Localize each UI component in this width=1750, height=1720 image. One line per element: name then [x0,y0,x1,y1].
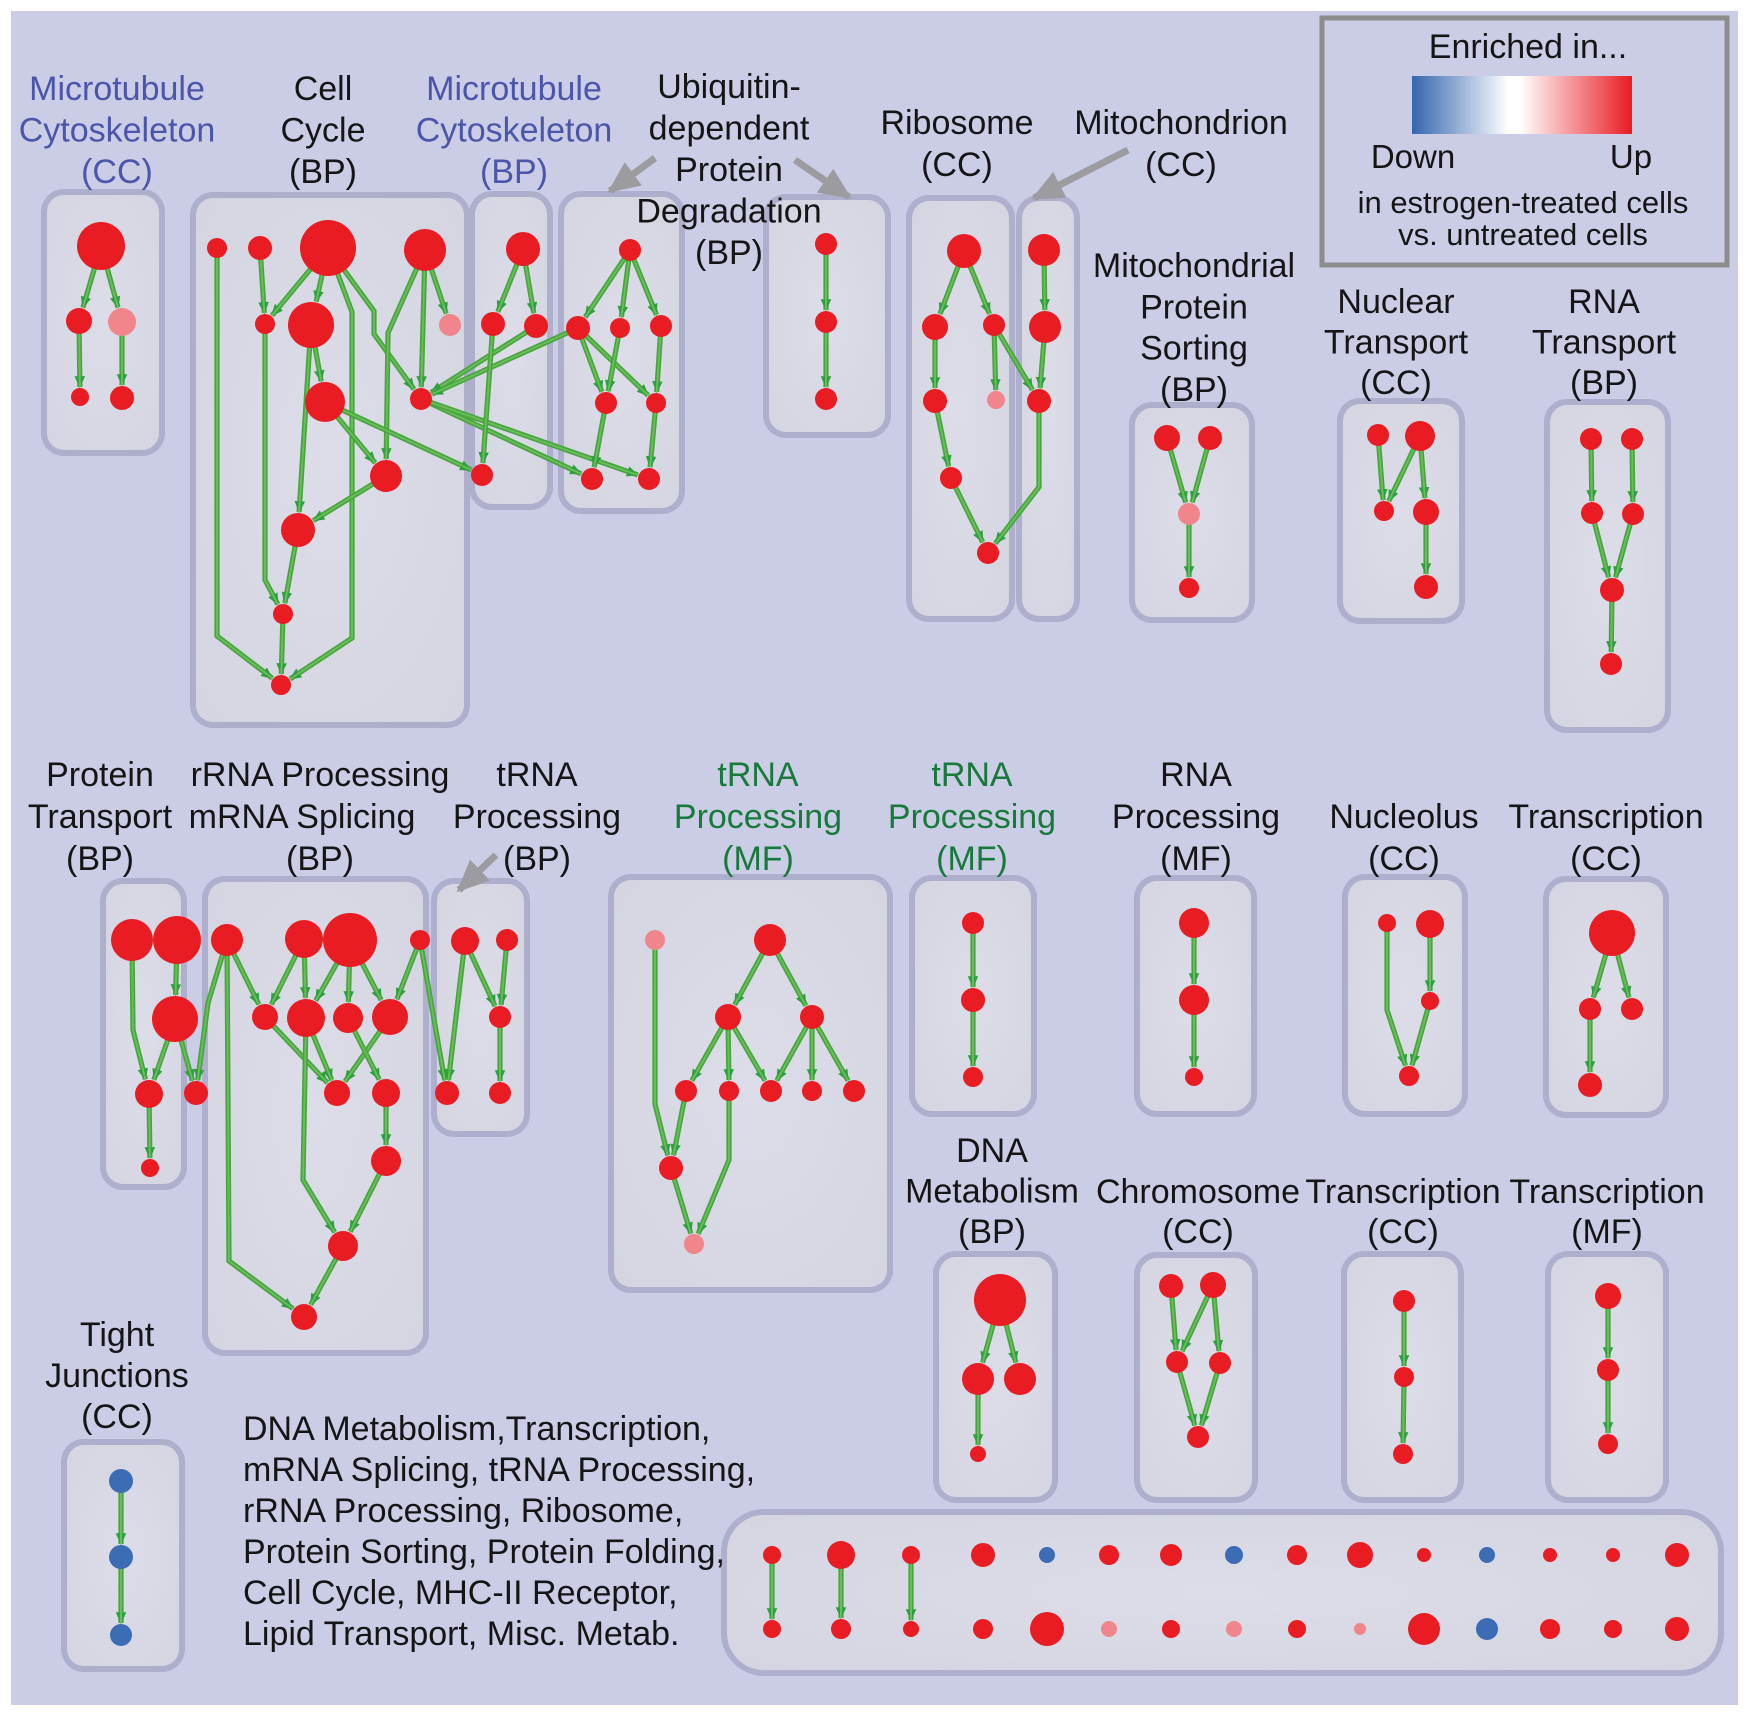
svg-text:(BP): (BP) [958,1213,1026,1251]
svg-text:(CC): (CC) [1368,840,1440,878]
svg-text:vs. untreated cells: vs. untreated cells [1398,217,1648,252]
svg-text:(CC): (CC) [921,146,993,184]
svg-text:Chromosome: Chromosome [1096,1173,1300,1211]
svg-text:Mitochondrial: Mitochondrial [1093,247,1295,285]
svg-text:Sorting: Sorting [1140,330,1248,368]
svg-text:rRNA Processing, Ribosome,: rRNA Processing, Ribosome, [243,1492,683,1530]
svg-text:dependent: dependent [649,110,810,148]
svg-text:Cytoskeleton: Cytoskeleton [416,112,613,150]
svg-text:(BP): (BP) [695,234,763,272]
svg-text:(CC): (CC) [1145,146,1217,184]
svg-text:(MF): (MF) [1571,1213,1643,1251]
svg-text:Protein: Protein [46,756,154,794]
svg-text:Transcription: Transcription [1508,798,1703,836]
svg-text:Cell Cycle, MHC-II Receptor,: Cell Cycle, MHC-II Receptor, [243,1574,678,1612]
svg-text:Processing: Processing [453,798,621,836]
svg-text:Junctions: Junctions [45,1357,189,1395]
svg-text:(CC): (CC) [81,153,153,191]
svg-text:Microtubule: Microtubule [29,70,205,108]
svg-text:Transport: Transport [28,798,173,836]
svg-text:in estrogen-treated cells: in estrogen-treated cells [1358,185,1689,220]
svg-text:mRNA Splicing, tRNA Processing: mRNA Splicing, tRNA Processing, [243,1451,755,1489]
svg-text:Protein: Protein [1140,288,1248,326]
svg-text:DNA Metabolism,Transcription,: DNA Metabolism,Transcription, [243,1410,710,1448]
svg-text:Processing: Processing [888,798,1056,836]
svg-text:mRNA Splicing: mRNA Splicing [189,798,416,836]
svg-text:tRNA: tRNA [717,756,799,794]
svg-text:Metabolism: Metabolism [905,1173,1079,1211]
svg-text:Up: Up [1610,138,1652,175]
svg-text:Transport: Transport [1532,324,1677,362]
svg-text:Processing: Processing [1112,798,1280,836]
svg-text:Tight: Tight [80,1316,155,1354]
svg-text:(CC): (CC) [1162,1213,1234,1251]
svg-text:(BP): (BP) [480,153,548,191]
svg-text:Cycle: Cycle [280,112,365,150]
svg-text:(BP): (BP) [289,153,357,191]
svg-text:Cytoskeleton: Cytoskeleton [19,112,216,150]
svg-text:Mitochondrion: Mitochondrion [1074,104,1288,142]
svg-text:(BP): (BP) [1570,364,1638,402]
svg-text:Ribosome: Ribosome [880,104,1033,142]
svg-text:tRNA: tRNA [931,756,1013,794]
svg-text:(BP): (BP) [286,840,354,878]
svg-text:(CC): (CC) [81,1398,153,1436]
svg-text:(BP): (BP) [1160,371,1228,409]
svg-text:tRNA: tRNA [496,756,578,794]
svg-text:(MF): (MF) [722,840,794,878]
svg-text:Transport: Transport [1324,324,1469,362]
svg-text:Lipid Transport, Misc. Metab.: Lipid Transport, Misc. Metab. [243,1615,680,1653]
svg-text:Ubiquitin-: Ubiquitin- [657,68,801,106]
svg-text:(CC): (CC) [1367,1213,1439,1251]
svg-text:Microtubule: Microtubule [426,70,602,108]
svg-text:Protein: Protein [675,151,783,189]
svg-text:(CC): (CC) [1360,364,1432,402]
svg-text:Nucleolus: Nucleolus [1329,798,1478,836]
svg-text:Down: Down [1371,138,1455,175]
svg-text:Protein Sorting, Protein Foldi: Protein Sorting, Protein Folding, [243,1533,725,1571]
svg-text:Enriched in...: Enriched in... [1429,28,1627,66]
svg-text:RNA: RNA [1568,283,1640,321]
svg-text:(MF): (MF) [936,840,1008,878]
svg-text:Transcription: Transcription [1509,1173,1704,1211]
svg-text:Degradation: Degradation [636,193,821,231]
svg-text:rRNA Processing: rRNA Processing [191,756,450,794]
svg-text:Processing: Processing [674,798,842,836]
svg-text:RNA: RNA [1160,756,1232,794]
svg-text:Cell: Cell [294,70,353,108]
svg-text:(CC): (CC) [1570,840,1642,878]
svg-text:DNA: DNA [956,1132,1028,1170]
svg-text:(MF): (MF) [1160,840,1232,878]
svg-text:Nuclear: Nuclear [1337,283,1454,321]
svg-text:(BP): (BP) [503,840,571,878]
svg-text:(BP): (BP) [66,840,134,878]
svg-text:Transcription: Transcription [1305,1173,1500,1211]
